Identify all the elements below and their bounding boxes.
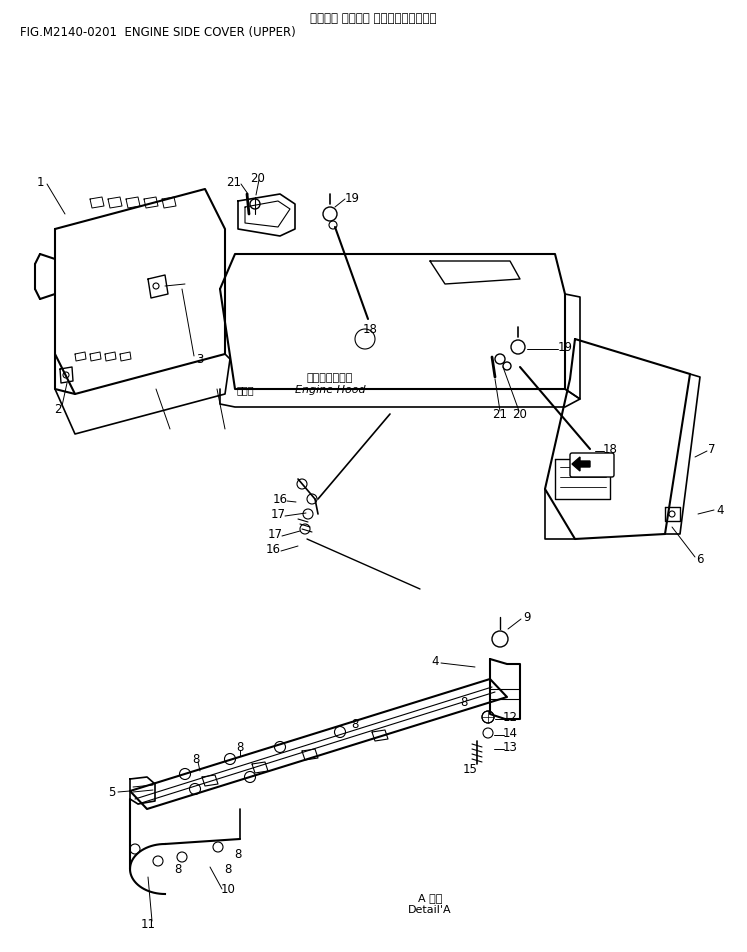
Text: 10: 10 — [220, 883, 235, 896]
Text: 3: 3 — [196, 353, 204, 367]
Text: Engine Hood: Engine Hood — [294, 385, 365, 394]
Text: 20: 20 — [250, 171, 265, 185]
Text: A: A — [595, 457, 605, 472]
Polygon shape — [572, 458, 590, 471]
Text: FIG.M2140-0201  ENGINE SIDE COVER (UPPER): FIG.M2140-0201 ENGINE SIDE COVER (UPPER) — [20, 26, 296, 39]
Text: 17: 17 — [267, 528, 282, 541]
Text: 9: 9 — [523, 611, 531, 624]
Text: エンジン サイトゞ カバー（アッパー）: エンジン サイトゞ カバー（アッパー） — [310, 12, 436, 25]
Text: 14: 14 — [503, 726, 518, 740]
Text: 18: 18 — [603, 443, 618, 456]
FancyArrowPatch shape — [580, 461, 587, 467]
Text: 12: 12 — [503, 711, 518, 724]
Text: 21: 21 — [226, 176, 241, 189]
Text: A 拡大: A 拡大 — [418, 892, 442, 902]
Text: Detail'A: Detail'A — [408, 904, 452, 914]
Text: ボルト: ボルト — [236, 385, 254, 394]
Text: 21: 21 — [492, 408, 507, 421]
Text: 8: 8 — [224, 863, 232, 876]
Text: 1: 1 — [37, 175, 44, 188]
Text: 6: 6 — [696, 553, 704, 565]
Text: 7: 7 — [708, 443, 716, 456]
Text: 4: 4 — [431, 655, 438, 667]
Text: 18: 18 — [362, 323, 377, 336]
Text: 8: 8 — [351, 718, 359, 731]
Text: 13: 13 — [503, 741, 518, 754]
Text: 8: 8 — [236, 741, 244, 754]
Text: 8: 8 — [174, 863, 182, 876]
Text: 16: 16 — [265, 543, 281, 556]
Text: 19: 19 — [344, 191, 359, 205]
Text: 11: 11 — [140, 918, 155, 930]
Text: 16: 16 — [273, 493, 288, 506]
Text: 4: 4 — [716, 503, 724, 516]
Text: 8: 8 — [192, 753, 199, 765]
Text: 8: 8 — [460, 696, 468, 708]
Text: 20: 20 — [512, 408, 527, 421]
Text: 2: 2 — [55, 403, 62, 416]
Text: 15: 15 — [462, 763, 477, 776]
Text: 17: 17 — [270, 508, 285, 521]
Text: エンジンフード: エンジンフード — [307, 372, 353, 383]
Text: 5: 5 — [108, 785, 116, 799]
Text: 8: 8 — [235, 847, 242, 861]
Text: 19: 19 — [557, 341, 572, 354]
FancyBboxPatch shape — [570, 453, 614, 478]
